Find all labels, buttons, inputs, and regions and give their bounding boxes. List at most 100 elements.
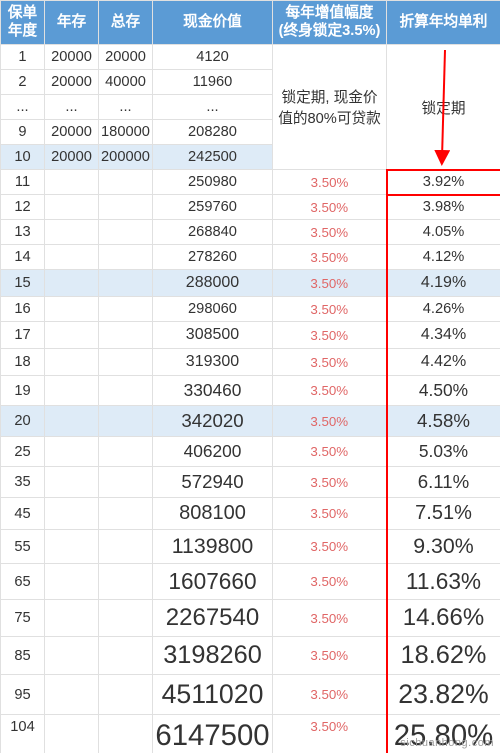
cell-simple: 5.03% xyxy=(387,437,500,467)
cell-annual xyxy=(45,270,99,297)
cell-simple: 9.30% xyxy=(387,530,500,564)
cell-cash: 330460 xyxy=(153,376,273,406)
cell-total: 20000 xyxy=(99,45,153,70)
cell-annual xyxy=(45,715,99,753)
cell-total xyxy=(99,498,153,530)
cell-year: 11 xyxy=(1,170,45,195)
cell-annual xyxy=(45,195,99,220)
cell-annual: 20000 xyxy=(45,70,99,95)
cell-cash: 278260 xyxy=(153,245,273,270)
col-total-header: 总存 xyxy=(99,1,153,45)
cell-cash: 259760 xyxy=(153,195,273,220)
cell-cash: 308500 xyxy=(153,322,273,349)
insurance-table: 保单年度 年存 总存 现金价值 每年增值幅度(终身锁定3.5%) 折算年均单利 … xyxy=(0,0,500,753)
cell-rate: 3.50% xyxy=(273,530,387,564)
table-row: 152880003.50%4.19% xyxy=(1,270,500,297)
col-annual-header: 年存 xyxy=(45,1,99,45)
cell-simple: 4.50% xyxy=(387,376,500,406)
table-row: 7522675403.50%14.66% xyxy=(1,600,500,637)
cell-rate: 3.50% xyxy=(273,637,387,675)
cell-rate: 3.50% xyxy=(273,564,387,600)
cell-simple: 3.98% xyxy=(387,195,500,220)
cell-simple: 4.12% xyxy=(387,245,500,270)
cell-year: 13 xyxy=(1,220,45,245)
cell-annual xyxy=(45,530,99,564)
cell-rate: 3.50% xyxy=(273,297,387,322)
cell-cash: 208280 xyxy=(153,120,273,145)
cell-rate: 3.50% xyxy=(273,376,387,406)
cell-annual xyxy=(45,406,99,437)
cell-rate: 3.50% xyxy=(273,498,387,530)
cell-cash: 242500 xyxy=(153,145,273,170)
cell-annual xyxy=(45,297,99,322)
table-row: 10461475003.50%25.80% xyxy=(1,715,500,753)
cell-simple: 3.92% xyxy=(387,170,500,195)
table-row: 458081003.50%7.51% xyxy=(1,498,500,530)
cell-simple: 4.05% xyxy=(387,220,500,245)
cell-year: 9 xyxy=(1,120,45,145)
cell-rate: 3.50% xyxy=(273,270,387,297)
cell-total xyxy=(99,270,153,297)
cell-annual xyxy=(45,245,99,270)
cell-rate: 3.50% xyxy=(273,437,387,467)
col-rate-header: 每年增值幅度(终身锁定3.5%) xyxy=(273,1,387,45)
table-row: 173085003.50%4.34% xyxy=(1,322,500,349)
cell-cash: 406200 xyxy=(153,437,273,467)
cell-rate: 3.50% xyxy=(273,220,387,245)
cell-simple: 11.63% xyxy=(387,564,500,600)
cell-rate: 3.50% xyxy=(273,322,387,349)
table-row: 9545110203.50%23.82% xyxy=(1,675,500,715)
cell-annual xyxy=(45,376,99,406)
cell-total xyxy=(99,715,153,753)
cell-total xyxy=(99,530,153,564)
cell-cash: 250980 xyxy=(153,170,273,195)
cell-year: 10 xyxy=(1,145,45,170)
cell-total xyxy=(99,376,153,406)
cell-annual xyxy=(45,349,99,376)
cell-total: 40000 xyxy=(99,70,153,95)
cell-year: 14 xyxy=(1,245,45,270)
cell-annual xyxy=(45,322,99,349)
cell-simple: 7.51% xyxy=(387,498,500,530)
cell-total xyxy=(99,220,153,245)
cell-rate: 3.50% xyxy=(273,349,387,376)
cell-cash: 2267540 xyxy=(153,600,273,637)
cell-annual xyxy=(45,437,99,467)
cell-year: 18 xyxy=(1,349,45,376)
table-row: 203420203.50%4.58% xyxy=(1,406,500,437)
cell-year: 95 xyxy=(1,675,45,715)
cell-year: 75 xyxy=(1,600,45,637)
cell-simple: 4.58% xyxy=(387,406,500,437)
cell-total xyxy=(99,637,153,675)
cell-cash: 268840 xyxy=(153,220,273,245)
table-row: 11 2509803.50%3.92% xyxy=(1,170,500,195)
cell-total: 200000 xyxy=(99,145,153,170)
cell-cash: 319300 xyxy=(153,349,273,376)
table-row: 183193003.50%4.42% xyxy=(1,349,500,376)
table-row: 6516076603.50%11.63% xyxy=(1,564,500,600)
cell-annual xyxy=(45,498,99,530)
cell-annual xyxy=(45,675,99,715)
table-row: 5511398003.50%9.30% xyxy=(1,530,500,564)
cell-simple: 4.34% xyxy=(387,322,500,349)
cell-rate: 3.50% xyxy=(273,715,387,753)
cell-total xyxy=(99,170,153,195)
cell-annual: 20000 xyxy=(45,145,99,170)
cell-total xyxy=(99,564,153,600)
table-row: 254062003.50%5.03% xyxy=(1,437,500,467)
cell-year: 2 xyxy=(1,70,45,95)
table-row: 122597603.50%3.98% xyxy=(1,195,500,220)
cell-year: 12 xyxy=(1,195,45,220)
cell-year: 15 xyxy=(1,270,45,297)
lock-note: 锁定期, 现金价值的80%可贷款 xyxy=(273,45,387,170)
cell-year: 19 xyxy=(1,376,45,406)
cell-cash: 1607660 xyxy=(153,564,273,600)
table-row: 13 2688403.50%4.05% xyxy=(1,220,500,245)
cell-annual xyxy=(45,170,99,195)
cell-total xyxy=(99,297,153,322)
cell-simple: 14.66% xyxy=(387,600,500,637)
cell-rate: 3.50% xyxy=(273,170,387,195)
cell-cash: 6147500 xyxy=(153,715,273,753)
cell-cash: 298060 xyxy=(153,297,273,322)
cell-annual xyxy=(45,564,99,600)
